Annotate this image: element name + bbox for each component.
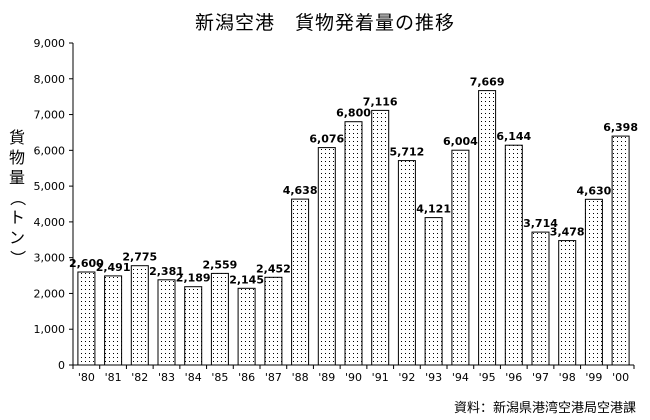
bar xyxy=(104,275,123,366)
y-axis-label: 貨物量（トン） xyxy=(8,128,27,268)
x-tick-label: '82 xyxy=(131,371,148,384)
bar xyxy=(210,272,229,366)
data-label: 5,712 xyxy=(390,146,425,159)
y-tick-label: 2,000 xyxy=(34,287,66,300)
y-axis-label-char: ト xyxy=(8,208,25,227)
y-axis-label-char: 貨 xyxy=(8,128,25,147)
y-tick-label: 9,000 xyxy=(34,37,66,50)
x-tick-label: '81 xyxy=(105,371,122,384)
y-tick-label: 0 xyxy=(58,359,65,372)
x-tick-label: '98 xyxy=(559,371,576,384)
data-label: 2,381 xyxy=(149,265,184,278)
y-axis-label-char: ン xyxy=(8,228,25,247)
x-tick-label: '84 xyxy=(185,371,202,384)
data-label: 6,800 xyxy=(336,107,371,120)
x-tick-label: '83 xyxy=(158,371,175,384)
y-axis-label-char: 物 xyxy=(8,148,25,167)
y-tick-label: 4,000 xyxy=(34,216,66,229)
bar xyxy=(317,147,336,366)
y-tick-label: 6,000 xyxy=(34,144,66,157)
y-tick-label: 5,000 xyxy=(34,180,66,193)
chart-title: 新潟空港 貨物発着量の推移 xyxy=(194,12,455,34)
x-tick-label: '89 xyxy=(318,371,335,384)
y-tick-label: 3,000 xyxy=(34,252,66,265)
data-label: 2,559 xyxy=(203,258,238,271)
bar xyxy=(424,217,443,366)
data-label: 2,491 xyxy=(96,261,131,274)
data-label: 6,144 xyxy=(496,130,531,143)
bar xyxy=(504,144,523,366)
x-tick-label: '92 xyxy=(398,371,415,384)
data-label: 4,638 xyxy=(283,184,318,197)
data-label: 6,004 xyxy=(443,135,478,148)
x-tick-label: '91 xyxy=(372,371,389,384)
data-label: 4,121 xyxy=(416,203,451,216)
bar xyxy=(397,160,416,366)
bar xyxy=(184,286,203,366)
data-label: 2,452 xyxy=(256,262,291,275)
y-tick-label: 8,000 xyxy=(34,73,66,86)
y-tick-label: 7,000 xyxy=(34,109,66,122)
x-tick-label: '85 xyxy=(211,371,228,384)
bar xyxy=(291,198,310,366)
data-label: 2,600 xyxy=(69,257,104,270)
x-tick-label: '95 xyxy=(479,371,496,384)
data-label: 7,669 xyxy=(470,76,505,89)
bar xyxy=(558,240,577,366)
bar xyxy=(451,149,470,366)
bar xyxy=(344,121,363,366)
y-axis-label-char: 量 xyxy=(8,168,25,187)
bar xyxy=(130,265,149,366)
x-tick-label: '88 xyxy=(292,371,309,384)
data-label: 6,398 xyxy=(603,121,638,134)
x-tick-label: '97 xyxy=(532,371,549,384)
x-tick-label: '87 xyxy=(265,371,282,384)
x-tick-label: '94 xyxy=(452,371,469,384)
x-tick-label: '96 xyxy=(505,371,522,384)
bar xyxy=(371,109,390,366)
x-tick-label: '00 xyxy=(612,371,629,384)
x-tick-label: '93 xyxy=(425,371,442,384)
bar xyxy=(237,287,256,366)
x-tick-label: '86 xyxy=(238,371,255,384)
x-tick-label: '90 xyxy=(345,371,362,384)
x-tick-label: '80 xyxy=(78,371,95,384)
data-label: 2,189 xyxy=(176,272,211,285)
bar xyxy=(611,135,630,366)
x-tick-label: '99 xyxy=(585,371,602,384)
data-label: 3,478 xyxy=(550,226,585,239)
bar xyxy=(264,276,283,366)
data-label: 6,076 xyxy=(309,133,344,146)
data-label: 7,116 xyxy=(363,95,398,108)
bar xyxy=(531,231,550,366)
bar xyxy=(157,279,176,366)
data-label: 2,145 xyxy=(229,273,264,286)
source-note: 資料：新潟県港湾空港局空港課 xyxy=(453,401,636,416)
bar xyxy=(478,90,497,366)
data-label: 4,630 xyxy=(577,184,612,197)
data-label: 3,714 xyxy=(523,217,558,230)
data-label: 2,775 xyxy=(122,251,157,264)
bar xyxy=(584,198,603,366)
bar xyxy=(77,271,96,366)
y-tick-label: 1,000 xyxy=(34,323,66,336)
